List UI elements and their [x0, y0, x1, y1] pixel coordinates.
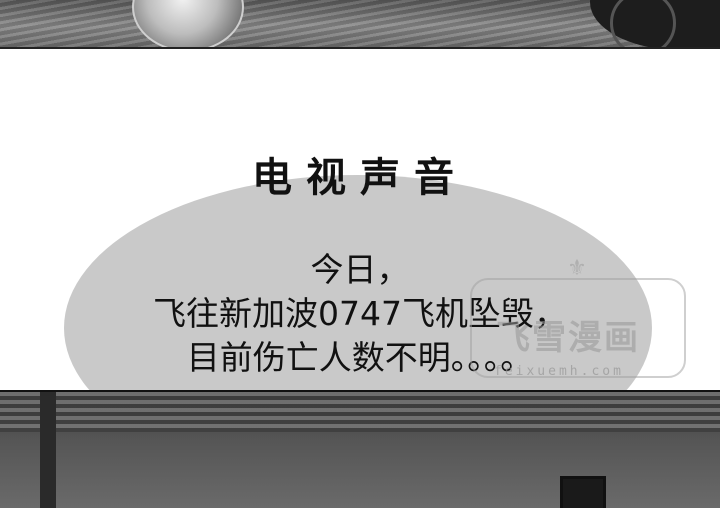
watermark-text: 飞雪漫画 — [496, 318, 640, 358]
window-blinds — [0, 392, 720, 432]
speaker-label: 电视声音 — [252, 155, 468, 201]
watermark-ornament-icon: ⚜ — [567, 256, 587, 281]
dialogue-line-2: 飞往新加波0747飞机坠毁， — [153, 294, 567, 333]
wall-post — [40, 392, 56, 508]
dark-object-ring — [610, 0, 676, 47]
dialogue-line-1: 今日， — [310, 250, 410, 289]
watermark: ⚜ 飞雪漫画 feixuemh.com — [470, 256, 690, 404]
bottom-comic-panel — [0, 390, 720, 508]
tv-screen — [560, 476, 606, 508]
watermark-url: feixuemh.com — [494, 364, 624, 379]
top-comic-panel — [0, 0, 720, 49]
watermark-frame — [470, 278, 686, 378]
glass-cup — [132, 0, 244, 47]
